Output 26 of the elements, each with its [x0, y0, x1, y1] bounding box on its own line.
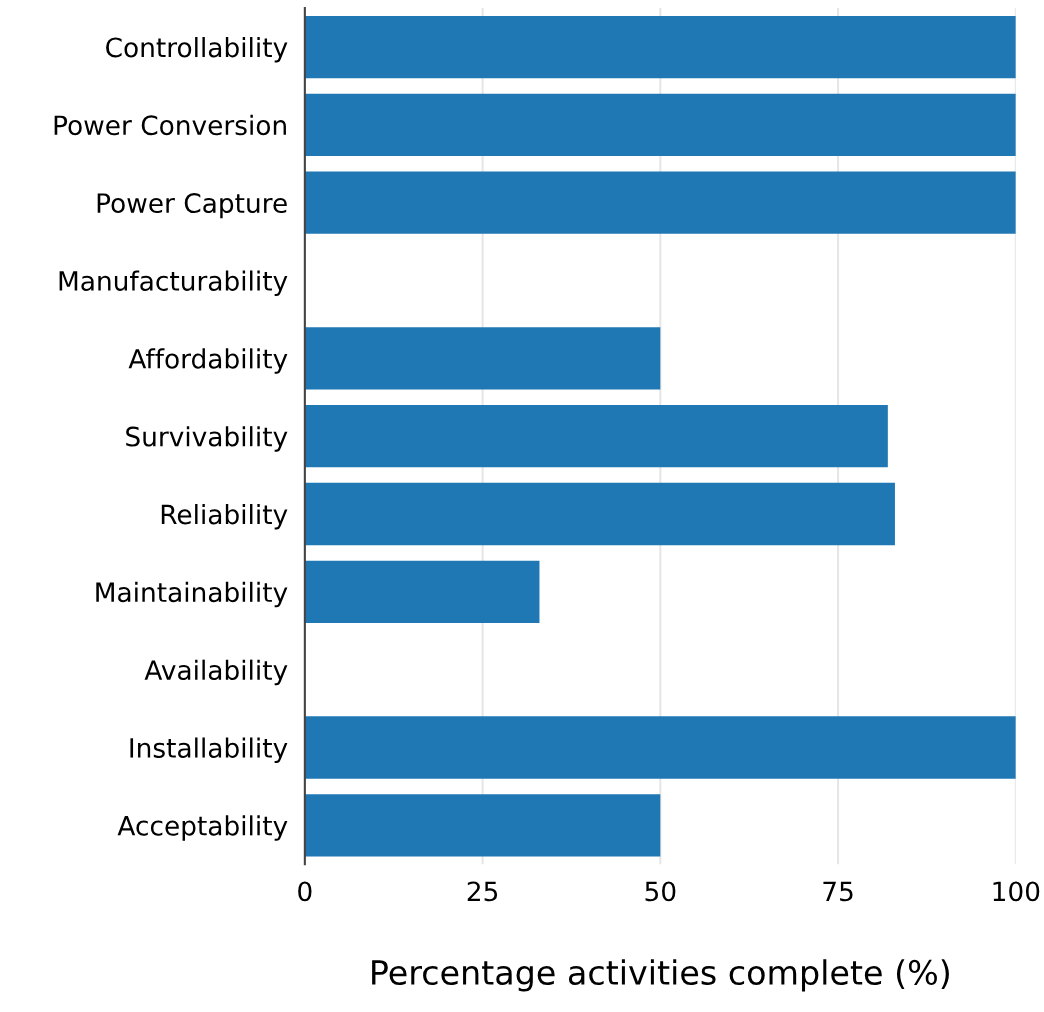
bar	[304, 560, 540, 623]
bar	[304, 171, 1016, 234]
y-tick-label: Reliability	[161, 503, 288, 530]
y-tick-label: Acceptability	[117, 815, 288, 841]
y-tick-label: Availability	[144, 659, 288, 686]
bar	[304, 794, 661, 857]
y-tick-label: Controllability	[106, 36, 288, 63]
x-tick-label: 75	[823, 881, 853, 902]
x-tick-label: 25	[467, 881, 498, 902]
bar	[304, 327, 661, 390]
y-tick-label: Power Conversion	[54, 114, 286, 136]
y-tick-label: Power Capture	[97, 193, 287, 219]
x-tick-label: 50	[645, 881, 676, 902]
y-tick-label: Manufacturability	[59, 270, 288, 297]
y-tick-label: Installability	[130, 737, 288, 764]
bar	[304, 15, 1016, 79]
x-tick-label: 0	[298, 881, 312, 902]
y-tick-label: Maintainability	[96, 581, 288, 608]
bar	[304, 716, 1016, 779]
x-axis-title: Percentage activities complete (%)	[372, 959, 949, 992]
y-tick-label: Affordability	[128, 348, 288, 374]
bar	[304, 405, 888, 468]
bar	[304, 93, 1016, 156]
bar	[304, 482, 895, 546]
x-tick-label: 100	[993, 881, 1040, 902]
y-tick-label: Survivability	[126, 426, 288, 452]
